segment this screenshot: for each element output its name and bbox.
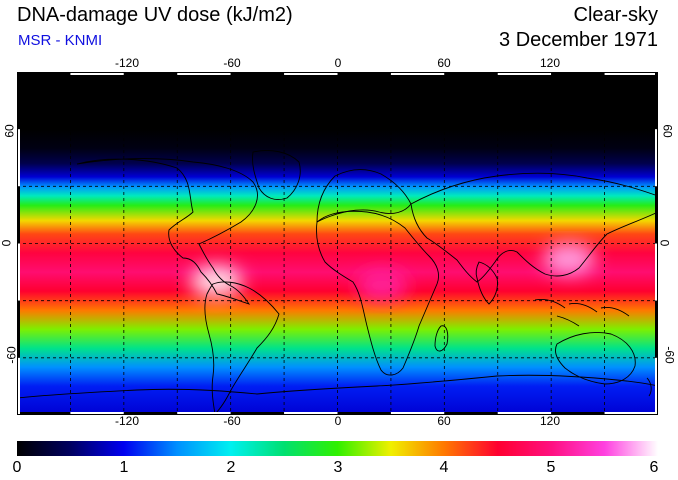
coastline-greenland [252, 150, 301, 200]
coastline-madagascar [434, 325, 449, 352]
colorbar-tick-label: 1 [119, 459, 129, 476]
coastline-africa [316, 210, 440, 376]
hotspot [542, 242, 595, 275]
lat-label-left: 60 [2, 124, 17, 138]
coastline-antarctica [17, 374, 658, 399]
lat-label-right: -60 [662, 346, 677, 364]
lon-label-bottom: -120 [114, 414, 140, 428]
hotspot [356, 269, 409, 302]
lon-label-top: -120 [114, 56, 140, 70]
colorbar-gradient [17, 441, 658, 456]
coastline-australia [554, 332, 636, 385]
lon-label-top: 60 [437, 56, 451, 70]
colorbar-tick-label: 2 [226, 459, 236, 476]
lon-label-top: 0 [334, 56, 342, 70]
colorbar-tick-label: 6 [649, 459, 659, 476]
colorbar-tick-label: 3 [333, 459, 343, 476]
lon-label-top: -60 [223, 56, 241, 70]
colorbar [17, 441, 658, 456]
colorbar-tick-label: 0 [12, 459, 22, 476]
coastline-north-america [76, 158, 258, 305]
uv-dose-map [17, 72, 658, 415]
map-border [17, 72, 658, 415]
colorbar-tick-label: 5 [546, 459, 556, 476]
chart-title: DNA-damage UV dose (kJ/m2) [17, 4, 293, 26]
coastline-new-zealand [646, 377, 652, 397]
lat-label-right: 60 [660, 124, 675, 138]
coastlines [17, 150, 658, 415]
lon-label-bottom: 0 [334, 414, 342, 428]
coastline-india [475, 261, 498, 305]
frame-outline [17, 72, 658, 415]
hotspot-layer [190, 242, 595, 302]
hotspot [190, 265, 243, 298]
graticule [17, 72, 658, 415]
lat-label-right: 0 [657, 239, 672, 247]
lon-label-bottom: 60 [437, 414, 451, 428]
lat-label-left: 0 [0, 239, 14, 247]
source-label: MSR - KNMI [18, 32, 103, 49]
coastline-asia [410, 172, 658, 283]
date-label: 3 December 1971 [499, 29, 658, 51]
lon-label-bottom: 120 [539, 414, 561, 428]
coastline-south-america [204, 281, 280, 415]
colorbar-tick-label: 4 [439, 459, 449, 476]
sky-condition-label: Clear-sky [573, 4, 658, 26]
lon-label-bottom: -60 [223, 414, 241, 428]
lon-label-top: 120 [539, 56, 561, 70]
